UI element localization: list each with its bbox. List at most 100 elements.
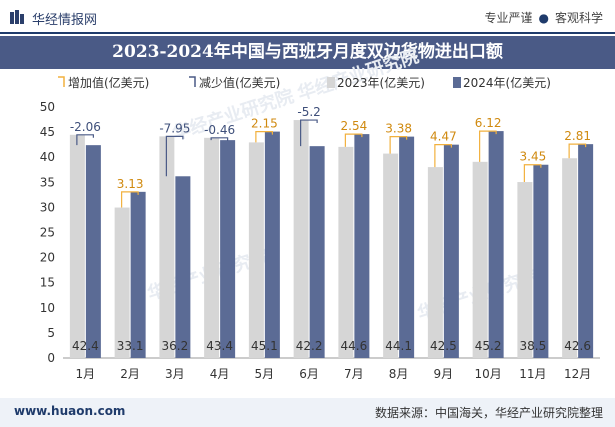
x-tick-label: 3月 bbox=[165, 367, 185, 381]
change-label: -7.95 bbox=[159, 121, 190, 135]
x-tick-label: 10月 bbox=[474, 367, 501, 381]
watermark-text: 华经产业研究院 bbox=[295, 45, 422, 105]
decrease-marker bbox=[300, 119, 318, 147]
change-label: -0.46 bbox=[204, 123, 235, 137]
bar-2023 bbox=[427, 167, 443, 358]
bar-2023 bbox=[204, 137, 220, 358]
bar-2023 bbox=[248, 142, 264, 358]
legend-label: 2024年(亿美元) bbox=[463, 75, 551, 90]
value-label: 45.2 bbox=[475, 339, 502, 353]
y-tick-label: 0 bbox=[47, 351, 55, 365]
increase-marker bbox=[523, 164, 542, 183]
x-tick-label: 7月 bbox=[344, 367, 364, 381]
logo-icon bbox=[10, 10, 24, 24]
footer: www.huaon.com 数据来源：中国海关，华经产业研究院整理 bbox=[0, 398, 615, 427]
change-label: 2.81 bbox=[564, 129, 591, 143]
bar-2023 bbox=[472, 161, 488, 358]
bar-2024 bbox=[130, 191, 146, 358]
y-tick-label: 5 bbox=[47, 326, 55, 340]
y-tick-label: 50 bbox=[40, 100, 55, 114]
value-label: 43.4 bbox=[206, 339, 233, 353]
value-label: 33.1 bbox=[117, 339, 144, 353]
legend-label: 增加值(亿美元) bbox=[68, 75, 149, 90]
value-label: 45.1 bbox=[251, 339, 278, 353]
increase-marker bbox=[121, 191, 139, 208]
legend-marker-increase bbox=[58, 76, 65, 87]
legend-label: 2023年(亿美元) bbox=[337, 75, 425, 90]
x-tick-label: 12月 bbox=[564, 367, 591, 381]
tagline-right: 客观科学 bbox=[554, 11, 603, 25]
change-label: 6.12 bbox=[475, 116, 502, 130]
bar-2024 bbox=[488, 131, 504, 358]
brand-name: 华经情报网 bbox=[32, 13, 98, 28]
bar-2023 bbox=[293, 120, 309, 358]
legend-marker-2023 bbox=[327, 77, 335, 88]
bar-2024 bbox=[533, 164, 549, 358]
y-tick-label: 25 bbox=[40, 226, 55, 240]
bar-2024 bbox=[175, 176, 191, 358]
y-tick-label: 20 bbox=[40, 251, 55, 265]
y-tick-label: 40 bbox=[40, 150, 55, 164]
change-label: 3.38 bbox=[385, 122, 412, 136]
x-tick-label: 2月 bbox=[120, 367, 140, 381]
increase-marker bbox=[479, 130, 497, 162]
increase-marker bbox=[434, 144, 452, 168]
footer-source: 数据来源：中国海关，华经产业研究院整理 bbox=[374, 406, 603, 420]
x-tick-label: 6月 bbox=[299, 367, 319, 381]
legend-marker-2024 bbox=[453, 77, 461, 88]
tagline-left: 专业严谨 bbox=[484, 11, 533, 25]
bar-2023 bbox=[383, 153, 399, 358]
increase-marker bbox=[344, 133, 363, 147]
x-tick-label: 9月 bbox=[434, 367, 454, 381]
bar-2023 bbox=[517, 182, 533, 358]
y-tick-label: 10 bbox=[40, 301, 55, 315]
value-label: 42.4 bbox=[72, 339, 99, 353]
value-label: 42.6 bbox=[564, 339, 591, 353]
bar-2023 bbox=[159, 136, 175, 358]
value-label: 44.1 bbox=[385, 339, 412, 353]
bar-2024 bbox=[354, 134, 370, 358]
change-label: 4.47 bbox=[430, 130, 457, 144]
bar-2023 bbox=[562, 158, 578, 358]
bar-2023 bbox=[114, 207, 130, 358]
x-tick-label: 8月 bbox=[389, 367, 409, 381]
bar-2024 bbox=[578, 144, 594, 358]
bar-2024 bbox=[85, 145, 101, 358]
value-label: 42.5 bbox=[430, 339, 457, 353]
value-label: 36.2 bbox=[162, 339, 189, 353]
y-tick-label: 30 bbox=[40, 200, 55, 214]
increase-marker bbox=[389, 136, 408, 154]
change-label: 3.13 bbox=[117, 177, 144, 191]
x-tick-label: 5月 bbox=[255, 367, 275, 381]
tagline: 专业严谨 ● 客观科学 bbox=[484, 9, 603, 26]
chart-title: 2023-2024年中国与西班牙月度双边货物进出口额 bbox=[0, 36, 615, 69]
x-tick-label: 11月 bbox=[519, 367, 546, 381]
bar-chart: 华经产业研究院华经产业研究院华经产业研究院华经产业研究院增加值(亿美元)减少值(… bbox=[40, 45, 600, 381]
bar-2024 bbox=[443, 144, 459, 358]
decrease-marker bbox=[165, 135, 184, 177]
bar-2024 bbox=[399, 136, 415, 358]
change-label: 2.15 bbox=[251, 117, 278, 131]
bar-2023 bbox=[338, 146, 354, 358]
bar-2024 bbox=[220, 140, 236, 358]
bar-2024 bbox=[309, 146, 325, 358]
change-label: 3.45 bbox=[520, 150, 547, 164]
decrease-marker bbox=[76, 134, 94, 146]
y-tick-label: 45 bbox=[40, 125, 55, 139]
bar-2023 bbox=[69, 134, 85, 358]
increase-marker bbox=[568, 143, 587, 159]
change-label: -2.06 bbox=[70, 120, 101, 134]
legend-marker-decrease bbox=[189, 76, 196, 87]
y-tick-label: 35 bbox=[40, 175, 55, 189]
dot-icon: ● bbox=[538, 11, 549, 25]
change-label: -5.2 bbox=[297, 105, 320, 119]
value-label: 42.2 bbox=[296, 339, 323, 353]
header-bar: 华经情报网 专业严谨 ● 客观科学 bbox=[0, 0, 615, 34]
y-tick-label: 15 bbox=[40, 276, 55, 290]
value-label: 38.5 bbox=[520, 339, 547, 353]
increase-marker bbox=[255, 130, 273, 143]
x-tick-label: 1月 bbox=[76, 367, 96, 381]
decrease-marker bbox=[210, 137, 229, 141]
legend-label: 减少值(亿美元) bbox=[199, 75, 280, 90]
value-label: 44.6 bbox=[341, 339, 368, 353]
